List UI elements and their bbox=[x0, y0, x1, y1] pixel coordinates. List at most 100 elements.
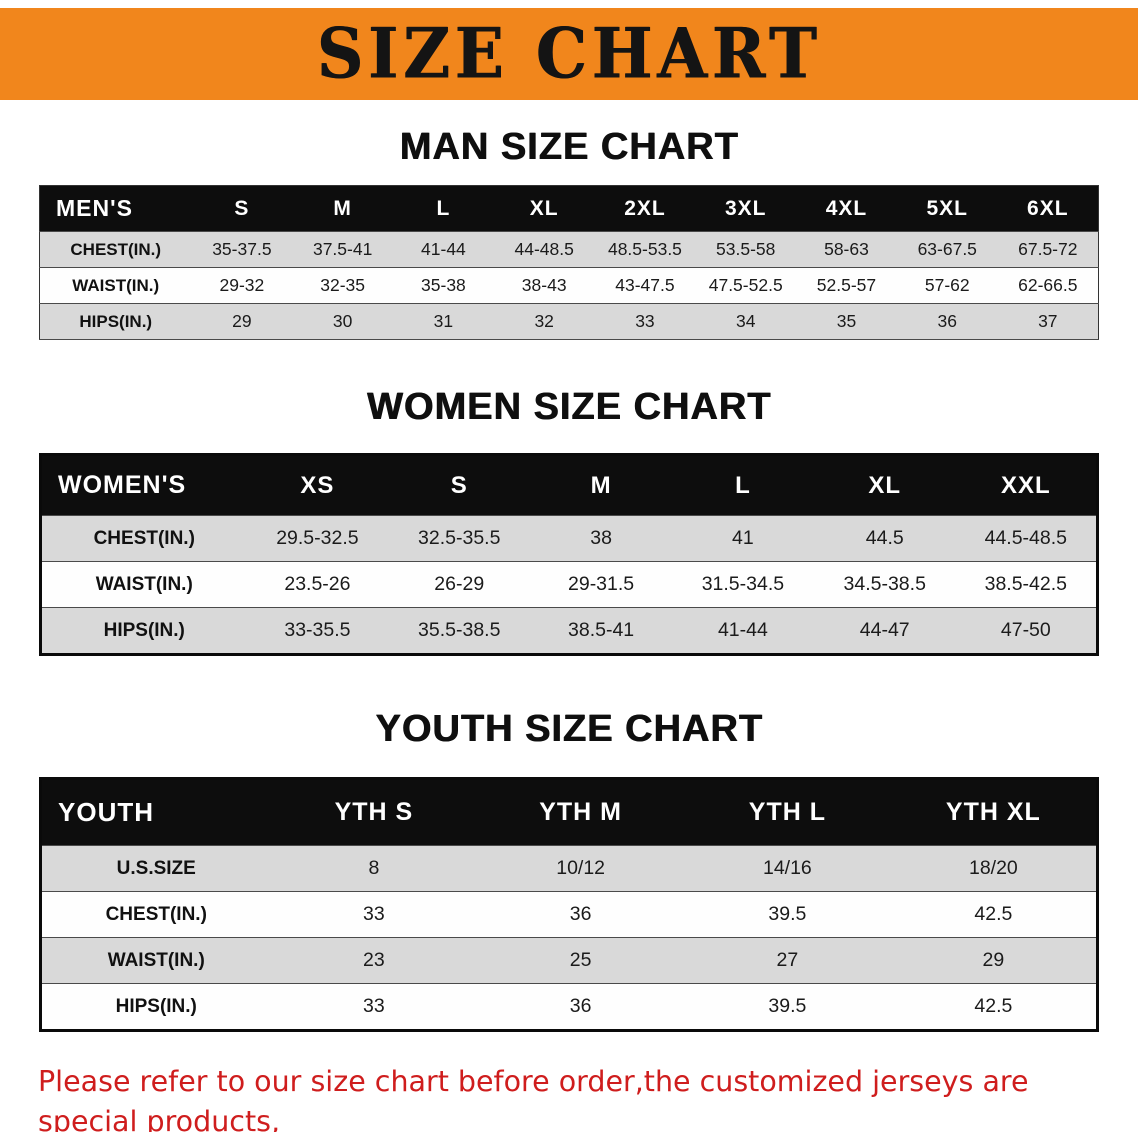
measurement-row: HIPS(IN.) 29 30 31 32 33 34 35 36 37 bbox=[39, 303, 1099, 340]
size-column-header: YTH XL bbox=[890, 778, 1098, 846]
size-value-cell: 44.5 bbox=[813, 515, 956, 562]
size-column-header: XXL bbox=[955, 454, 1098, 516]
size-column-header: YTH S bbox=[270, 778, 478, 846]
size-value-cell: 53.5-58 bbox=[695, 231, 797, 268]
youth-size-table: YOUTH YTH S YTH M YTH L YTH XL U.S.SIZE 8 10/12… bbox=[39, 777, 1099, 1032]
size-value-cell: 62-66.5 bbox=[997, 267, 1099, 304]
measurement-row: WAIST(IN.) 23.5-26 26-29 29-31.5 31.5-34.5 34… bbox=[40, 561, 1098, 608]
size-column-header: 6XL bbox=[997, 185, 1099, 232]
size-value-cell: 32-35 bbox=[292, 267, 394, 304]
size-value-cell: 39.5 bbox=[684, 983, 891, 1031]
size-value-cell: 37.5-41 bbox=[292, 231, 394, 268]
size-value-cell: 34 bbox=[695, 303, 797, 340]
disclaimer-note: Please refer to our size chart before or… bbox=[38, 1062, 1100, 1132]
size-value-cell: 38-43 bbox=[493, 267, 595, 304]
size-column-header: XL bbox=[493, 185, 595, 232]
size-value-cell: 34.5-38.5 bbox=[813, 561, 956, 608]
women-size-section: WOMEN SIZE CHART WOMEN'S XS S M L XL XXL CHEST(… bbox=[0, 386, 1138, 656]
youth-section-heading: YOUTH SIZE CHART bbox=[375, 708, 763, 750]
table-title-cell: YOUTH bbox=[40, 778, 271, 846]
size-value-cell: 8 bbox=[270, 845, 478, 892]
measurement-row: U.S.SIZE 8 10/12 14/16 18/20 bbox=[40, 845, 1098, 892]
table-header-row: YOUTH YTH S YTH M YTH L YTH XL bbox=[40, 778, 1098, 846]
size-value-cell: 58-63 bbox=[796, 231, 897, 268]
size-value-cell: 25 bbox=[477, 937, 684, 984]
size-value-cell: 31 bbox=[393, 303, 494, 340]
size-column-header: M bbox=[292, 185, 394, 232]
size-value-cell: 26-29 bbox=[388, 561, 531, 608]
row-label: HIPS(IN.) bbox=[40, 607, 247, 655]
banner: SIZE CHART bbox=[0, 8, 1138, 100]
table-header-row: MEN'S S M L XL 2XL 3XL 4XL 5XL 6XL bbox=[39, 185, 1099, 232]
size-value-cell: 42.5 bbox=[890, 891, 1098, 938]
size-column-header: 2XL bbox=[594, 185, 696, 232]
row-label: WAIST(IN.) bbox=[40, 561, 247, 608]
row-label: WAIST(IN.) bbox=[39, 267, 192, 304]
measurement-row: WAIST(IN.) 23 25 27 29 bbox=[40, 937, 1098, 984]
size-value-cell: 47-50 bbox=[955, 607, 1098, 655]
men-section-heading: MAN SIZE CHART bbox=[399, 126, 739, 168]
size-value-cell: 67.5-72 bbox=[997, 231, 1099, 268]
disclaimer-line-1: Please refer to our size chart before or… bbox=[38, 1065, 1029, 1132]
size-value-cell: 44-47 bbox=[813, 607, 956, 655]
women-size-table: WOMEN'S XS S M L XL XXL CHEST(IN.) 29.5-32.5 32.5… bbox=[39, 453, 1099, 656]
size-value-cell: 35.5-38.5 bbox=[388, 607, 531, 655]
size-column-header: S bbox=[191, 185, 293, 232]
size-value-cell: 29 bbox=[191, 303, 293, 340]
size-value-cell: 33 bbox=[594, 303, 696, 340]
size-value-cell: 48.5-53.5 bbox=[594, 231, 696, 268]
men-size-table: MEN'S S M L XL 2XL 3XL 4XL 5XL 6XL CHEST(IN.) 35-37… bbox=[39, 185, 1099, 340]
row-label: CHEST(IN.) bbox=[40, 515, 247, 562]
size-value-cell: 57-62 bbox=[896, 267, 998, 304]
men-size-section: MAN SIZE CHART MEN'S S M L XL 2XL 3XL 4XL 5XL 6XL… bbox=[0, 126, 1138, 340]
size-value-cell: 47.5-52.5 bbox=[695, 267, 797, 304]
size-value-cell: 42.5 bbox=[890, 983, 1098, 1031]
size-column-header: M bbox=[530, 454, 672, 516]
size-value-cell: 14/16 bbox=[684, 845, 891, 892]
size-value-cell: 52.5-57 bbox=[796, 267, 897, 304]
size-column-header: S bbox=[388, 454, 531, 516]
size-value-cell: 63-67.5 bbox=[896, 231, 998, 268]
size-column-header: 3XL bbox=[695, 185, 797, 232]
women-section-heading: WOMEN SIZE CHART bbox=[366, 386, 772, 428]
size-value-cell: 32.5-35.5 bbox=[388, 515, 531, 562]
size-value-cell: 38 bbox=[530, 515, 672, 562]
size-value-cell: 36 bbox=[477, 891, 684, 938]
size-column-header: YTH M bbox=[477, 778, 684, 846]
measurement-row: WAIST(IN.) 29-32 32-35 35-38 38-43 43-47.5 47.… bbox=[39, 267, 1099, 304]
table-header-row: WOMEN'S XS S M L XL XXL bbox=[40, 454, 1098, 516]
measurement-row: CHEST(IN.) 35-37.5 37.5-41 41-44 44-48.5 48.5… bbox=[39, 231, 1099, 268]
page-title: SIZE CHART bbox=[316, 13, 822, 95]
size-value-cell: 29-32 bbox=[191, 267, 293, 304]
measurement-row: CHEST(IN.) 33 36 39.5 42.5 bbox=[40, 891, 1098, 938]
row-label: CHEST(IN.) bbox=[39, 231, 192, 268]
size-column-header: L bbox=[671, 454, 814, 516]
size-value-cell: 35-38 bbox=[393, 267, 494, 304]
size-value-cell: 41 bbox=[671, 515, 814, 562]
size-value-cell: 44.5-48.5 bbox=[955, 515, 1098, 562]
row-label: CHEST(IN.) bbox=[40, 891, 271, 938]
size-value-cell: 29.5-32.5 bbox=[246, 515, 389, 562]
size-value-cell: 44-48.5 bbox=[493, 231, 595, 268]
size-value-cell: 36 bbox=[896, 303, 998, 340]
size-value-cell: 38.5-41 bbox=[530, 607, 672, 655]
row-label: HIPS(IN.) bbox=[40, 983, 271, 1031]
size-column-header: XS bbox=[246, 454, 389, 516]
table-title-cell: MEN'S bbox=[39, 185, 192, 232]
size-column-header: XL bbox=[813, 454, 956, 516]
row-label: HIPS(IN.) bbox=[39, 303, 192, 340]
size-value-cell: 29 bbox=[890, 937, 1098, 984]
size-value-cell: 32 bbox=[493, 303, 595, 340]
size-value-cell: 18/20 bbox=[890, 845, 1098, 892]
size-column-header: L bbox=[393, 185, 494, 232]
youth-size-section: YOUTH SIZE CHART YOUTH YTH S YTH M YTH L YTH… bbox=[0, 708, 1138, 1032]
measurement-row: HIPS(IN.) 33-35.5 35.5-38.5 38.5-41 41-44 44-… bbox=[40, 607, 1098, 655]
size-value-cell: 38.5-42.5 bbox=[955, 561, 1098, 608]
row-label: WAIST(IN.) bbox=[40, 937, 271, 984]
measurement-row: CHEST(IN.) 29.5-32.5 32.5-35.5 38 41 44.5 44.5… bbox=[40, 515, 1098, 562]
size-value-cell: 33-35.5 bbox=[246, 607, 389, 655]
size-value-cell: 23 bbox=[270, 937, 478, 984]
row-label: U.S.SIZE bbox=[40, 845, 271, 892]
size-value-cell: 41-44 bbox=[393, 231, 494, 268]
